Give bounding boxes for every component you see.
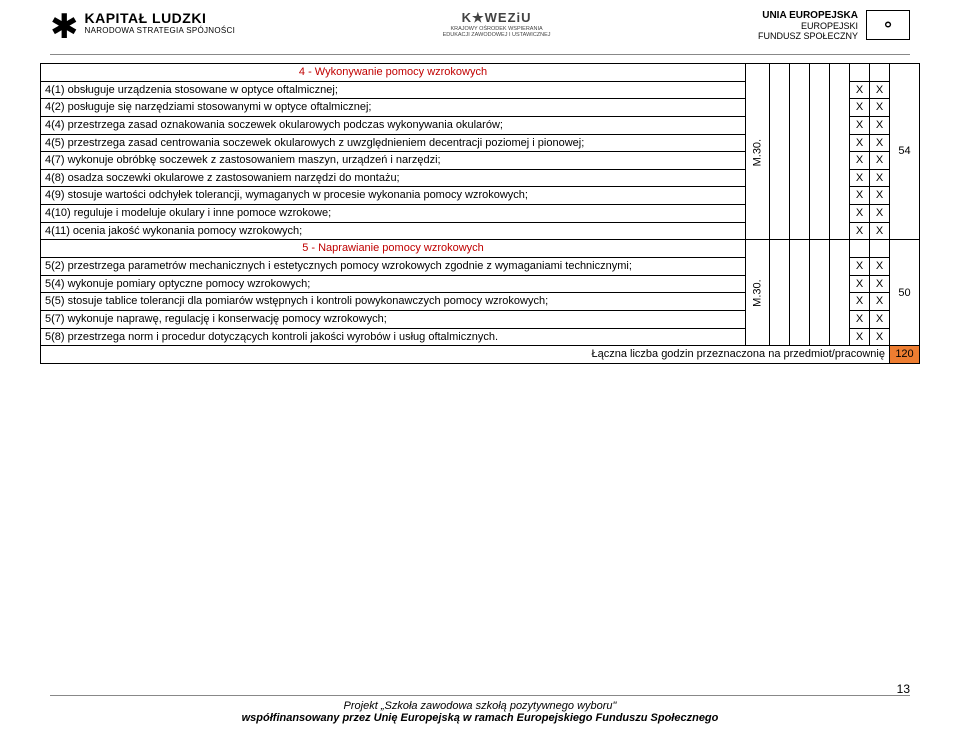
table-row: 5(5) stosuje tablice tolerancji dla pomi…	[41, 293, 746, 311]
page-number: 13	[897, 682, 910, 696]
x-mark: X	[870, 328, 890, 346]
table-row: 4(8) osadza soczewki okularowe z zastoso…	[41, 169, 746, 187]
header-left-sub: NARODOWA STRATEGIA SPÓJNOŚCI	[85, 26, 236, 35]
x-mark: X	[870, 258, 890, 276]
x-mark: X	[850, 328, 870, 346]
table-row: 4(11) ocenia jakość wykonania pomocy wzr…	[41, 222, 746, 240]
x-mark: X	[850, 205, 870, 223]
blank-col	[770, 240, 790, 346]
table-row: 5(8) przestrzega norm i procedur dotyczą…	[41, 328, 746, 346]
page-footer: Projekt „Szkoła zawodowa szkołą pozytywn…	[0, 695, 960, 724]
x-mark: X	[850, 293, 870, 311]
table-row: 4(7) wykonuje obróbkę soczewek z zastoso…	[41, 152, 746, 170]
blank-cell	[870, 64, 890, 82]
blank-col	[790, 240, 810, 346]
x-mark: X	[870, 169, 890, 187]
header-center-sub2: EDUKACJI ZAWODOWEJ I USTAWICZNEJ	[443, 32, 551, 38]
footer-line1: Projekt „Szkoła zawodowa szkołą pozytywn…	[0, 700, 960, 712]
logo-koweziu: K★WEZiU KRAJOWY OŚRODEK WSPIERANIA EDUKA…	[443, 10, 551, 38]
x-mark: X	[870, 275, 890, 293]
section5-title: 5 - Naprawianie pomocy wzrokowych	[41, 240, 746, 258]
x-mark: X	[870, 134, 890, 152]
table-row: 5(7) wykonuje naprawę, regulację i konse…	[41, 310, 746, 328]
total-row: Łączna liczba godzin przeznaczona na prz…	[41, 346, 920, 364]
table-row: 5(2) przestrzega parametrów mechanicznyc…	[41, 258, 746, 276]
x-mark: X	[850, 116, 870, 134]
x-mark: X	[850, 222, 870, 240]
table-row: 4(5) przestrzega zasad centrowania socze…	[41, 134, 746, 152]
blank-col	[830, 240, 850, 346]
blank-cell	[850, 240, 870, 258]
x-mark: X	[870, 81, 890, 99]
blank-col	[810, 240, 830, 346]
header-right-line2: EUROPEJSKI	[801, 21, 858, 31]
x-mark: X	[870, 293, 890, 311]
table-row: 4(10) reguluje i modeluje okulary i inne…	[41, 205, 746, 223]
x-mark: X	[870, 205, 890, 223]
x-mark: X	[850, 152, 870, 170]
x-mark: X	[870, 222, 890, 240]
header-left-title: KAPITAŁ LUDZKI	[85, 10, 236, 26]
section4-title: 4 - Wykonywanie pomocy wzrokowych	[41, 64, 746, 82]
section4-hours: 54	[890, 64, 920, 240]
blank-cell	[850, 64, 870, 82]
x-mark: X	[850, 310, 870, 328]
total-label: Łączna liczba godzin przeznaczona na prz…	[41, 346, 890, 364]
curriculum-table: 4 - Wykonywanie pomocy wzrokowych M.30. …	[40, 63, 920, 364]
section5-hours: 50	[890, 240, 920, 346]
header-divider	[50, 54, 910, 55]
footer-line2: współfinansowany przez Unię Europejską w…	[242, 712, 719, 724]
blank-col	[790, 64, 810, 240]
x-mark: X	[850, 258, 870, 276]
table-row: 4(4) przestrzega zasad oznakowania socze…	[41, 116, 746, 134]
x-mark: X	[870, 99, 890, 117]
header-right-line3: FUNDUSZ SPOŁECZNY	[758, 31, 858, 41]
x-mark: X	[850, 187, 870, 205]
blank-cell	[870, 240, 890, 258]
x-mark: X	[870, 187, 890, 205]
page-content: 4 - Wykonywanie pomocy wzrokowych M.30. …	[0, 63, 960, 364]
section4-module: M.30.	[746, 64, 770, 240]
x-mark: X	[850, 81, 870, 99]
x-mark: X	[870, 310, 890, 328]
table-row: 4(2) posługuje się narzędziami stosowany…	[41, 99, 746, 117]
page-header: ✱ KAPITAŁ LUDZKI NARODOWA STRATEGIA SPÓJ…	[0, 0, 960, 50]
section5-module: M.30.	[746, 240, 770, 346]
total-value: 120	[890, 346, 920, 364]
x-mark: X	[870, 152, 890, 170]
logo-kapital-ludzki: ✱ KAPITAŁ LUDZKI NARODOWA STRATEGIA SPÓJ…	[50, 10, 235, 44]
table-row: 5(4) wykonuje pomiary optyczne pomocy wz…	[41, 275, 746, 293]
x-mark: X	[850, 169, 870, 187]
x-mark: X	[850, 134, 870, 152]
blank-col	[810, 64, 830, 240]
x-mark: X	[870, 116, 890, 134]
table-row: 4(1) obsługuje urządzenia stosowane w op…	[41, 81, 746, 99]
blank-col	[830, 64, 850, 240]
footer-divider	[50, 695, 910, 696]
table-row: 4(9) stosuje wartości odchyłek tolerancj…	[41, 187, 746, 205]
eu-flag-icon: ⚬	[866, 10, 910, 40]
star-icon: ✱	[50, 10, 79, 44]
header-center-brand: K★WEZiU	[443, 10, 551, 26]
x-mark: X	[850, 99, 870, 117]
blank-col	[770, 64, 790, 240]
logo-eu: UNIA EUROPEJSKA EUROPEJSKI FUNDUSZ SPOŁE…	[758, 10, 910, 41]
x-mark: X	[850, 275, 870, 293]
header-right-line1: UNIA EUROPEJSKA	[762, 10, 858, 21]
